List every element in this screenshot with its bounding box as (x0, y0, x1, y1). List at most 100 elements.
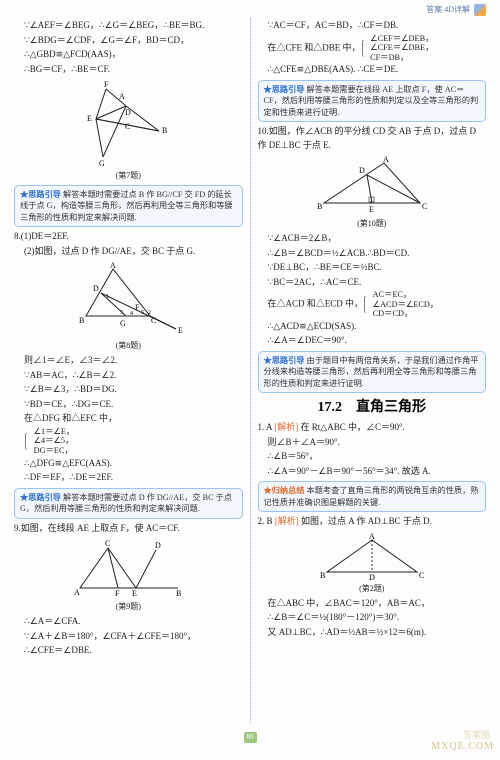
figure-2-caption: (第2题) (258, 583, 487, 595)
text-line: ∴∠B＝∠C＝½(180°－120°)＝30°. (258, 611, 487, 625)
figure-8-caption: (第8题) (14, 340, 243, 352)
book-icon (474, 4, 486, 16)
svg-text:F: F (104, 80, 109, 89)
svg-text:D: D (359, 166, 365, 175)
svg-text:F: F (115, 589, 120, 598)
figure-9: C D A F E B (14, 538, 243, 600)
text-line: ∵∠ACB＝2∠B， (258, 232, 487, 246)
text-line: 则∠1＝∠E，∠3＝∠2. (14, 354, 243, 368)
text-line: ∴DF＝EF，∴DE＝2EF. (14, 471, 243, 485)
svg-text:5: 5 (141, 310, 144, 316)
q8-2: (2)如图，过点 D 作 DG//AE，交 BC 于点 G. (14, 245, 243, 259)
svg-text:B: B (176, 589, 181, 598)
text-line: 则∠B＋∠A＝90°. (258, 436, 487, 450)
svg-text:D: D (125, 108, 131, 117)
text-line: ∴△GBD≌△FCD(AAS)， (14, 48, 243, 62)
q10: 10.如图，作∠ACB 的平分线 CD 交 AB 于点 D，过点 D 作 DE⊥… (258, 125, 487, 152)
hint-title: ★思路引导 (20, 190, 61, 199)
text-line: ∵AB＝AC，∴∠B＝∠2. (14, 369, 243, 383)
figure-10: A D B E C (258, 155, 487, 217)
text-line: ∴BG＝CF，∴BE＝CF. (14, 63, 243, 77)
svg-text:G: G (120, 319, 126, 328)
svg-text:2: 2 (148, 310, 151, 316)
hint-box-1: ★思路引导 解答本题时需要过点 B 作 BG//CF 交 FD 的延长线于点 G… (14, 185, 243, 227)
svg-text:C: C (105, 539, 110, 548)
svg-text:G: G (99, 159, 105, 168)
text-line: 在△DFG 和△EFC 中， (14, 412, 243, 426)
q2: 2. B [解析] 如图，过点 A 作 AD⊥BC 于点 D. (258, 515, 487, 529)
svg-text:A: A (383, 155, 389, 164)
svg-text:4: 4 (130, 311, 133, 317)
figure-8: A D B G C E F 1 3 4 5 2 (14, 261, 243, 339)
svg-text:E: E (178, 326, 183, 335)
svg-text:B: B (317, 202, 322, 211)
text-line: ∵∠AEF＝∠BEG，∴∠G＝∠BEG，∴BE＝BG. (14, 19, 243, 33)
text-line: ∴∠A＝90°－∠B＝90°－56°＝34°. 故选 A. (258, 465, 487, 479)
hint-title: ★思路引导 (264, 356, 305, 365)
svg-text:A: A (74, 588, 80, 597)
svg-text:E: E (132, 589, 137, 598)
svg-text:3: 3 (120, 310, 123, 316)
svg-text:E: E (87, 114, 92, 123)
figure-7: F A E D B C G (14, 79, 243, 169)
q1: 1. A [解析] 在 Rt△ABC 中，∠C＝90°. (258, 421, 487, 435)
hint-box-2: ★思路引导 解答本题时需要过点 D 作 DG//AE，交 BC 于点 G，然后利… (14, 488, 243, 519)
text-line: ∵∠A＋∠B＝180°，∠CFA＋∠CFE＝180°， (14, 630, 243, 644)
text-line: ∴∠A＝∠DEC＝90°. (258, 334, 487, 348)
text-line: 在△ABC 中，∠BAC＝120°，AB＝AC， (258, 597, 487, 611)
svg-text:1: 1 (106, 294, 109, 300)
svg-text:D: D (369, 573, 375, 582)
svg-text:A: A (369, 532, 375, 541)
text-line: ∴∠B＝56°， (258, 450, 487, 464)
figure-10-caption: (第10题) (258, 218, 487, 230)
page-number: 89 (0, 728, 500, 743)
text-line: ∴△CFE≌△DBE(AAS). ∴CE＝DE. (258, 63, 487, 77)
watermark-text: MXQE.COM (431, 739, 494, 754)
text-line: ∵BD＝CE，∴DG＝CE. (14, 398, 243, 412)
svg-text:D: D (155, 541, 161, 550)
svg-text:D: D (93, 284, 99, 293)
text-line: ∴∠A＝∠CFA. (14, 615, 243, 629)
columns: ∵∠AEF＝∠BEG，∴∠G＝∠BEG，∴BE＝BG. ∵∠BDG＝∠CDF，∠… (0, 18, 500, 728)
text-line: 在△CFE 和△DBE 中，{∠CEF＝∠DEB，∠CFE＝∠DBE，CF＝DB… (258, 34, 487, 63)
text-line: ∴△DFG≌△EFC(AAS). (14, 457, 243, 471)
svg-text:E: E (369, 205, 374, 214)
left-column: ∵∠AEF＝∠BEG，∴∠G＝∠BEG，∴BE＝BG. ∵∠BDG＝∠CDF，∠… (14, 18, 250, 724)
hint-box-4: ★思路引导 由于题目中有两倍角关系，于是我们通过作角平分线来构造等腰三角形，然后… (258, 351, 487, 393)
svg-text:B: B (79, 316, 84, 325)
q8-1: 8.(1)DE＝2EF. (14, 230, 243, 244)
text-line: ∵BC＝2AC，∴AC＝CE. (258, 276, 487, 290)
figure-7-caption: (第7题) (14, 170, 243, 182)
svg-text:C: C (125, 122, 130, 131)
svg-text:C: C (422, 202, 427, 211)
text-line: ∵∠B＝∠3，∴BD＝DG. (14, 383, 243, 397)
hint-title: ★思路引导 (264, 85, 305, 94)
section-title: 17.2 直角三角形 (258, 397, 487, 418)
text-line: ∵∠BDG＝∠CDF，∠G＝∠F，BD＝CD， (14, 34, 243, 48)
right-column: ∵AC＝CF，AC＝BD，∴CF＝DB. 在△CFE 和△DBE 中，{∠CEF… (251, 18, 487, 724)
svg-text:F: F (135, 303, 140, 312)
summary-box: ★归纳总结 本题考查了直角三角形的两锐角互余的性质，熟记性质并准确识图是解题的关… (258, 481, 487, 512)
text-line: ∴∠CFE＝∠DBE. (14, 644, 243, 658)
hint-title: ★思路引导 (20, 493, 61, 502)
figure-9-caption: (第9题) (14, 601, 243, 613)
svg-text:A: A (119, 92, 125, 101)
text-line: ∵DE⊥BC，∴BE＝CE＝½BC. (258, 261, 487, 275)
header-text: 答案 4D详解 (426, 4, 470, 16)
text-line: ∴△ACD≌△ECD(SAS). (258, 320, 487, 334)
svg-text:A: A (110, 261, 116, 270)
text-line: ∵AC＝CF，AC＝BD，∴CF＝DB. (258, 19, 487, 33)
summary-title: ★归纳总结 (264, 486, 305, 495)
hint-box-3: ★思路引导 解答本题需要在线段 AE 上取点 F，使 AC＝CF，然后利用等腰三… (258, 80, 487, 122)
svg-text:B: B (320, 571, 325, 580)
text-line: 在△ACD 和△ECD 中，{AC＝EC，∠ACD＝∠ECD，CD＝CD， (258, 290, 487, 319)
svg-text:C: C (419, 571, 424, 580)
svg-text:B: B (162, 126, 167, 135)
text-line: 又 AD⊥BC，∴AD＝½AB＝½×12＝6(m). (258, 626, 487, 640)
text-line: ∴∠B＝∠BCD＝½∠ACB.∴BD＝CD. (258, 247, 487, 261)
svg-text:C: C (151, 316, 156, 325)
brace-block: {∠1＝∠E，∠4＝∠5，DG＝EC， (14, 427, 243, 456)
q9: 9.如图，在线段 AE 上取点 F，使 AC＝CF. (14, 522, 243, 536)
figure-2: A B D C (258, 532, 487, 582)
page-header: 答案 4D详解 (0, 0, 500, 18)
